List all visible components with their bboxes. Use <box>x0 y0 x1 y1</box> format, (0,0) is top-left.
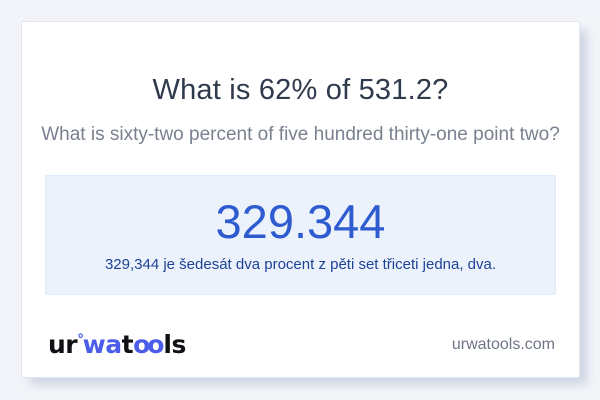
logo-segment-wa: wa <box>82 330 122 359</box>
result-value: 329.344 <box>215 194 386 248</box>
urwatools-logo: ur ° wa t oo ls <box>48 332 186 357</box>
result-box: 329.344 329,344 je šedesát dva procent z… <box>45 175 556 295</box>
logo-segment-ur: ur <box>48 330 78 359</box>
site-domain: urwatools.com <box>451 335 555 353</box>
logo-segment-oo: oo <box>133 330 164 359</box>
question-subtitle: What is sixty-two percent of five hundre… <box>41 124 560 145</box>
result-sentence-czech: 329,344 je šedesát dva procent z pěti se… <box>104 256 497 274</box>
logo-segment-ls: ls <box>163 330 186 359</box>
page-title: What is 62% of 531.2? <box>152 74 449 106</box>
logo-segment-t: t <box>121 330 134 359</box>
logo-degree-icon: ° <box>77 332 84 348</box>
calculation-card: What is 62% of 531.2? What is sixty-two … <box>21 21 580 378</box>
card-footer: ur ° wa t oo ls urwatools.com <box>22 332 579 377</box>
